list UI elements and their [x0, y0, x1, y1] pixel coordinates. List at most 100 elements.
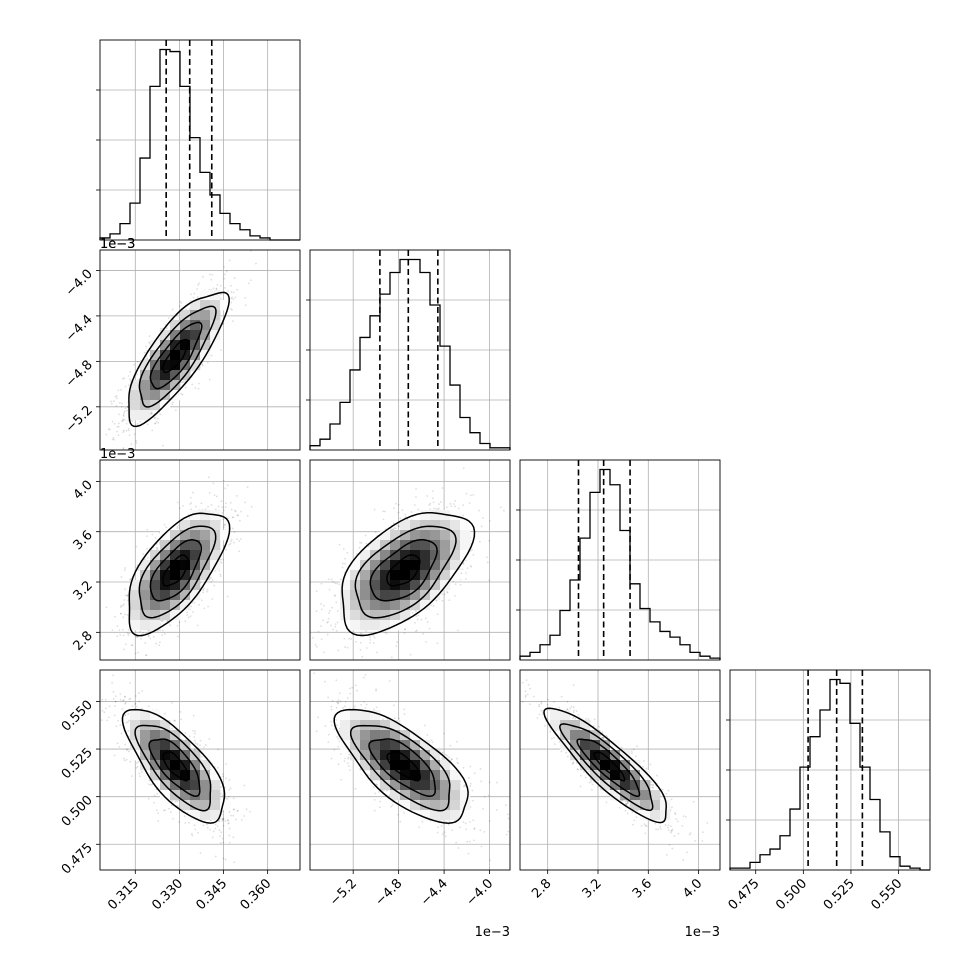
contour-0 — [161, 338, 189, 374]
density-cell — [360, 600, 371, 611]
scatter-point — [244, 304, 247, 307]
scatter-point — [192, 714, 195, 717]
scatter-point — [162, 629, 164, 632]
density-cell — [410, 600, 421, 611]
density-cell — [160, 530, 171, 541]
scatter-point — [150, 412, 153, 415]
scatter-point — [465, 572, 467, 574]
scatter-point — [233, 808, 235, 811]
scatter-point — [429, 502, 432, 505]
scatter-point — [184, 620, 187, 623]
scatter-point — [193, 292, 196, 295]
scatter-point — [147, 634, 150, 637]
scatter-point — [486, 556, 488, 559]
scatter-point — [232, 541, 235, 544]
scatter-point — [128, 384, 130, 387]
scatter-point — [479, 540, 481, 543]
scatter-point — [231, 296, 233, 299]
density-cell — [380, 550, 391, 561]
scatter-point — [220, 792, 222, 795]
scatter-point — [358, 546, 361, 549]
scatter-point — [236, 538, 239, 541]
scatter-point — [145, 654, 148, 657]
scatter-point — [158, 338, 161, 341]
scatter-panel-2-1 — [309, 459, 511, 666]
scatter-point — [336, 610, 339, 612]
scatter-point — [343, 637, 346, 640]
scatter-point — [222, 558, 224, 561]
scatter-point — [317, 664, 319, 666]
scatter-point — [190, 508, 192, 511]
density-cell — [180, 570, 191, 581]
density-cell — [440, 550, 451, 561]
scatter-point — [154, 537, 157, 539]
scatter-point — [142, 553, 145, 555]
density-cell — [450, 560, 461, 571]
scatter-point — [227, 290, 229, 292]
scatter-point — [384, 631, 387, 634]
density-cell — [380, 540, 391, 551]
scatter-point — [204, 508, 207, 510]
scatter-point — [186, 611, 189, 614]
scatter-point — [404, 628, 407, 631]
scatter-point — [126, 406, 129, 408]
scatter-point — [424, 617, 427, 620]
density-cell — [370, 620, 381, 631]
scatter-point — [328, 612, 330, 614]
scatter-point — [230, 284, 232, 287]
density-cell — [140, 400, 151, 411]
scatter-point — [482, 517, 484, 519]
scatter-point — [196, 288, 198, 290]
scatter-point — [135, 440, 138, 442]
density-cell — [440, 520, 451, 531]
scatter-point — [155, 642, 158, 645]
scatter-point — [215, 287, 218, 290]
scatter-point — [145, 535, 148, 538]
scatter-point — [398, 525, 401, 527]
density-cell — [170, 600, 181, 611]
scatter-point — [219, 285, 222, 287]
scatter-point — [108, 663, 110, 665]
density-cell — [380, 570, 391, 581]
scatter-point — [219, 786, 222, 788]
density-cell — [190, 560, 201, 571]
scatter-point — [161, 620, 164, 623]
scatter-point — [124, 567, 126, 569]
scatter-point — [224, 502, 227, 505]
scatter-point — [145, 654, 147, 656]
histogram-panel-3 — [726, 669, 931, 871]
scatter-point — [186, 614, 189, 617]
density-cell — [380, 590, 391, 601]
scatter-point — [373, 508, 376, 511]
density-cell — [410, 580, 421, 591]
scatter-point — [441, 593, 443, 595]
scatter-point — [348, 637, 351, 640]
scatter-point — [219, 349, 222, 352]
density-cell — [130, 620, 141, 631]
scatter-point — [163, 523, 166, 526]
scatter-point — [146, 357, 149, 360]
scatter-point — [472, 493, 475, 496]
density-cell — [350, 590, 361, 601]
scatter-point — [123, 410, 126, 413]
scatter-point — [190, 605, 193, 608]
scatter-point — [471, 549, 473, 551]
scatter-point — [172, 401, 174, 404]
scatter-point — [361, 655, 364, 658]
density-cell — [200, 300, 211, 311]
density-cell — [160, 370, 171, 381]
scatter-point — [198, 282, 200, 285]
scatter-point — [468, 502, 471, 504]
scatter-point — [404, 628, 406, 631]
scatter-point — [117, 425, 120, 428]
scatter-point — [209, 273, 211, 276]
scatter-point — [322, 619, 324, 622]
density-cell — [350, 620, 361, 631]
scatter-point — [134, 702, 137, 705]
scatter-point — [148, 783, 150, 786]
scatter-point — [220, 293, 223, 296]
scatter-point — [101, 698, 104, 701]
scatter-point — [116, 635, 119, 638]
density-cell — [150, 580, 161, 591]
scatter-point — [432, 490, 434, 493]
